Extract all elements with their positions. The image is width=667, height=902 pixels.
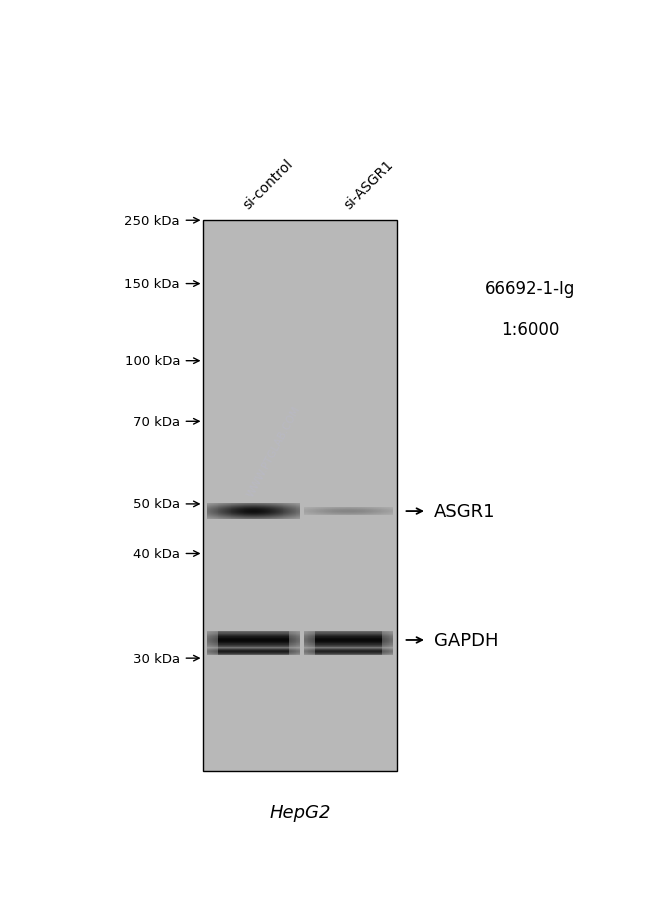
Text: 100 kDa: 100 kDa — [125, 354, 180, 368]
Text: GAPDH: GAPDH — [434, 631, 498, 649]
Text: 50 kDa: 50 kDa — [133, 498, 180, 511]
Bar — [203, 221, 397, 771]
Text: 1:6000: 1:6000 — [501, 320, 560, 338]
Text: 150 kDa: 150 kDa — [125, 278, 180, 290]
Text: 40 kDa: 40 kDa — [133, 548, 180, 560]
Text: 30 kDa: 30 kDa — [133, 652, 180, 665]
Text: WWW.PTGLAB.COM: WWW.PTGLAB.COM — [245, 404, 301, 498]
Text: 66692-1-Ig: 66692-1-Ig — [485, 280, 576, 298]
Text: 70 kDa: 70 kDa — [133, 415, 180, 428]
Text: si-control: si-control — [241, 157, 295, 212]
Text: si-ASGR1: si-ASGR1 — [342, 158, 396, 212]
Text: 250 kDa: 250 kDa — [125, 215, 180, 227]
Text: ASGR1: ASGR1 — [434, 502, 495, 520]
Text: HepG2: HepG2 — [269, 803, 331, 821]
